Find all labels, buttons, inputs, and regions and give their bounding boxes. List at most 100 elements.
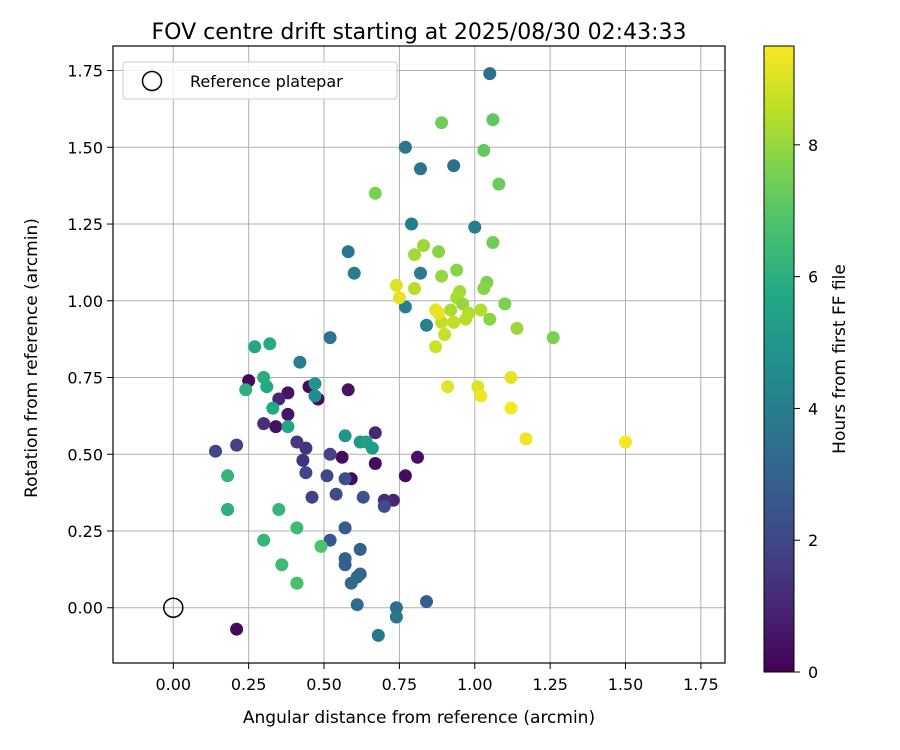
colorbar-tick-label: 6 [808,268,818,287]
data-point [272,392,286,406]
data-point [368,186,382,200]
data-point [435,116,449,130]
y-tick-label: 1.75 [67,62,103,81]
data-point [398,300,412,314]
data-point [281,407,295,421]
data-point [432,245,446,259]
plot-frame [112,45,726,664]
data-point [323,533,337,547]
data-point [230,438,244,452]
data-point [293,355,307,369]
data-point [411,450,424,464]
data-point [266,401,280,415]
data-point [619,435,632,449]
data-point [447,159,461,173]
data-point [365,441,379,455]
data-point [221,469,235,483]
data-point [504,371,518,384]
data-point [477,282,491,295]
data-point [323,447,337,461]
legend-entry-reference: Reference platepar [190,72,343,91]
data-point [290,576,304,590]
reference-point-marker [163,597,184,618]
data-point [320,469,334,483]
data-points [209,67,632,642]
data-point [408,248,421,262]
data-point [314,539,328,553]
data-point [377,499,391,513]
y-tick-label: 0.25 [67,522,103,541]
data-point [275,558,289,572]
data-point [519,432,533,446]
y-tick-label: 0.00 [67,599,103,618]
data-point [498,297,512,311]
x-tick-label: 1.00 [457,675,493,694]
data-point [281,386,295,400]
data-point [353,542,367,556]
colorbar-tick-label: 4 [808,399,818,418]
data-point [408,282,421,295]
legend: Reference platepar [122,61,398,100]
data-point [486,113,500,127]
data-point [417,239,430,252]
data-point [347,266,361,280]
data-point [338,429,352,443]
data-point [492,177,506,191]
data-point [269,420,283,434]
data-point [350,598,364,612]
data-point [447,315,461,329]
data-point [338,552,352,566]
x-tick-label: 0.75 [382,675,418,694]
y-axis-ticks: 0.00 0.25 0.50 0.75 1.00 1.25 1.50 1.75 [67,62,113,618]
data-point [230,622,244,636]
y-tick-label: 1.00 [67,292,103,311]
data-point [468,220,482,234]
data-point [389,610,403,624]
data-point [356,490,370,504]
data-point [414,162,427,176]
data-point [248,340,262,354]
data-point [209,444,222,458]
legend-marker-icon [141,70,163,92]
y-tick-label: 1.50 [67,138,103,157]
data-point [386,493,400,507]
data-point [398,469,412,483]
data-point [257,371,271,384]
plot-area [112,45,726,664]
data-point [474,389,488,403]
data-point [329,487,343,501]
data-point [263,337,277,351]
data-point [239,383,253,397]
data-point [323,331,337,345]
data-point [290,521,304,535]
data-point [221,503,235,516]
x-tick-label: 1.25 [532,675,568,694]
plot-background [113,46,725,663]
data-point [281,420,295,434]
data-point [257,417,271,431]
data-point [308,389,322,403]
y-tick-label: 0.50 [67,445,103,464]
data-point [432,306,446,320]
data-point [477,143,491,157]
data-point [435,269,449,283]
x-axis-label: Angular distance from reference (arcmin) [243,708,595,728]
data-point [389,278,403,292]
data-point [341,383,355,397]
x-tick-label: 1.75 [683,675,719,694]
data-point [429,340,443,354]
data-point [257,533,271,547]
x-axis-ticks: 0.00 0.25 0.50 0.75 1.00 1.25 1.50 1.75 [155,663,719,694]
x-tick-label: 0.50 [306,675,342,694]
colorbar-tick-label: 8 [808,136,818,155]
data-point [296,453,310,467]
data-point [438,328,452,341]
data-point [546,331,560,345]
y-tick-label: 1.25 [67,215,103,234]
data-point [483,67,497,81]
data-point [474,303,488,317]
data-point [483,312,497,326]
data-point [510,321,524,335]
x-tick-label: 0.00 [155,675,191,694]
